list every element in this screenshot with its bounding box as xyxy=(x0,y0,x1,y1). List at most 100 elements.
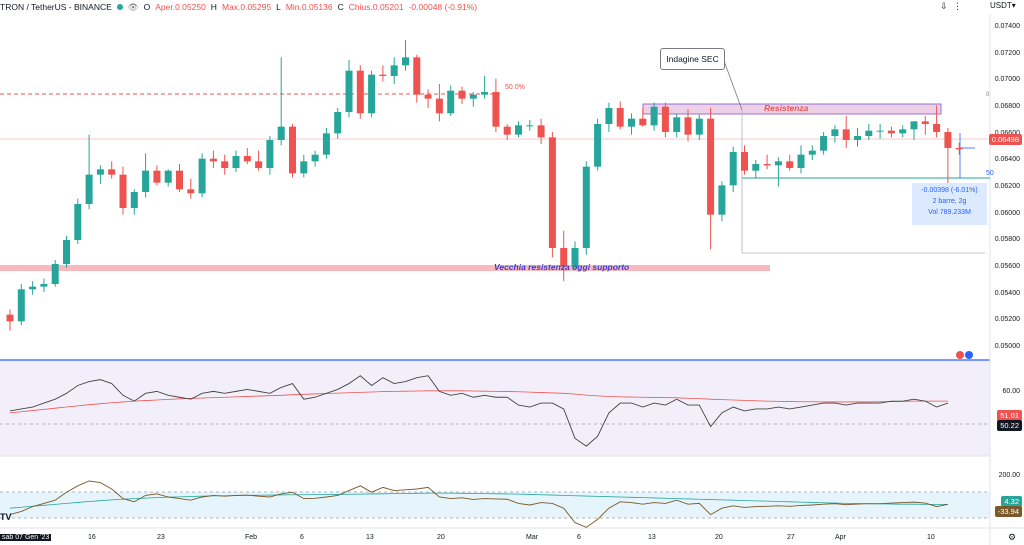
candle-body[interactable] xyxy=(944,132,952,148)
candle-body[interactable] xyxy=(797,154,805,168)
candle-body[interactable] xyxy=(639,118,647,126)
candle-body[interactable] xyxy=(447,90,455,114)
candle-body[interactable] xyxy=(74,204,82,240)
candle-body[interactable] xyxy=(786,161,794,168)
candle-body[interactable] xyxy=(876,130,884,132)
candle-body[interactable] xyxy=(108,169,116,175)
candle-body[interactable] xyxy=(51,264,59,284)
candle-body[interactable] xyxy=(277,126,285,140)
callout-sec[interactable]: Indagine SEC xyxy=(660,48,725,70)
candle-body[interactable] xyxy=(616,108,624,127)
candle-body[interactable] xyxy=(153,170,161,183)
candle-body[interactable] xyxy=(119,174,127,208)
candle-body[interactable] xyxy=(899,129,907,134)
candle-body[interactable] xyxy=(334,112,342,134)
candle-body[interactable] xyxy=(164,170,172,183)
candle-body[interactable] xyxy=(605,108,613,124)
candle-body[interactable] xyxy=(40,284,48,287)
candle-body[interactable] xyxy=(921,121,929,124)
candle-body[interactable] xyxy=(402,57,409,66)
candle-body[interactable] xyxy=(774,161,782,166)
candle-body[interactable] xyxy=(594,124,602,167)
candle-body[interactable] xyxy=(300,161,308,174)
candle-body[interactable] xyxy=(390,65,398,76)
candle-body[interactable] xyxy=(515,125,522,135)
candle-body[interactable] xyxy=(232,156,240,168)
candle-body[interactable] xyxy=(650,106,658,126)
candle-body[interactable] xyxy=(854,136,861,140)
candle-body[interactable] xyxy=(808,150,816,155)
candle-body[interactable] xyxy=(695,118,703,135)
candle-body[interactable] xyxy=(582,166,590,248)
candle-body[interactable] xyxy=(176,170,183,190)
candle-body[interactable] xyxy=(96,169,104,175)
candle-body[interactable] xyxy=(955,148,963,150)
event-flag-icon-2[interactable] xyxy=(965,351,973,359)
candle-body[interactable] xyxy=(266,140,274,168)
candle-body[interactable] xyxy=(548,137,556,248)
candle-body[interactable] xyxy=(130,192,138,208)
candle-body[interactable] xyxy=(571,248,579,267)
candle-body[interactable] xyxy=(63,240,70,264)
candle-body[interactable] xyxy=(142,170,150,192)
candle-body[interactable] xyxy=(187,189,195,194)
candle-body[interactable] xyxy=(492,92,500,127)
candle-body[interactable] xyxy=(289,126,296,174)
candle-body[interactable] xyxy=(752,164,760,171)
candle-body[interactable] xyxy=(413,57,421,95)
candle-body[interactable] xyxy=(831,129,839,136)
settings-icon[interactable]: ⋮ xyxy=(953,1,962,11)
candle-body[interactable] xyxy=(763,164,771,166)
candle-body[interactable] xyxy=(628,118,635,127)
candle-body[interactable] xyxy=(255,161,263,168)
candle-body[interactable] xyxy=(435,98,443,114)
candle-body[interactable] xyxy=(379,74,387,76)
candle-body[interactable] xyxy=(537,125,545,138)
osc-ma-line[interactable] xyxy=(9,492,948,509)
candle-body[interactable] xyxy=(842,129,850,140)
eye-icon[interactable]: 👁 xyxy=(127,2,139,12)
candle-body[interactable] xyxy=(311,154,319,162)
candle-body[interactable] xyxy=(481,92,489,95)
candle-body[interactable] xyxy=(865,130,873,136)
symbol-name[interactable]: TRON / TetherUS - BINANCE xyxy=(0,2,112,12)
event-flag-icon[interactable] xyxy=(956,351,964,359)
candle-body[interactable] xyxy=(718,185,726,215)
candle-body[interactable] xyxy=(6,314,14,322)
candle-body[interactable] xyxy=(673,117,681,132)
candle-body[interactable] xyxy=(209,158,217,162)
candle-body[interactable] xyxy=(526,125,534,127)
rsi-ma-line[interactable] xyxy=(9,390,948,414)
candle-body[interactable] xyxy=(684,117,692,135)
candle-body[interactable] xyxy=(729,152,737,186)
candle-body[interactable] xyxy=(707,118,715,215)
candle-body[interactable] xyxy=(356,70,364,114)
candle-body[interactable] xyxy=(221,161,229,168)
arrow-down-icon[interactable]: ⇩ xyxy=(940,1,948,11)
measure-info-box[interactable]: -0.00398 (-6.01%) 2 barre, 2g Vol 789.23… xyxy=(912,183,987,225)
candle-body[interactable] xyxy=(85,174,93,204)
candle-body[interactable] xyxy=(503,126,511,135)
candle-body[interactable] xyxy=(741,152,748,171)
rsi-line[interactable] xyxy=(9,375,949,447)
candle-body[interactable] xyxy=(560,248,568,267)
candle-body[interactable] xyxy=(820,136,828,151)
candle-body[interactable] xyxy=(887,130,895,134)
candle-body[interactable] xyxy=(933,124,941,132)
osc-line[interactable] xyxy=(9,480,948,528)
candle-body[interactable] xyxy=(458,90,466,99)
candle-body[interactable] xyxy=(29,286,37,290)
candle-body[interactable] xyxy=(469,94,477,99)
candle-body[interactable] xyxy=(424,94,432,99)
settings-gear-icon[interactable]: ⚙ xyxy=(1008,532,1017,542)
candle-body[interactable] xyxy=(243,156,251,162)
candle-body[interactable] xyxy=(910,121,918,130)
candle-body[interactable] xyxy=(345,70,353,112)
candle-body[interactable] xyxy=(368,74,376,114)
candle-body[interactable] xyxy=(198,158,206,194)
candle-body[interactable] xyxy=(661,106,669,132)
candle-body[interactable] xyxy=(17,289,25,322)
candle-body[interactable] xyxy=(322,133,330,155)
support-band[interactable] xyxy=(0,265,770,271)
